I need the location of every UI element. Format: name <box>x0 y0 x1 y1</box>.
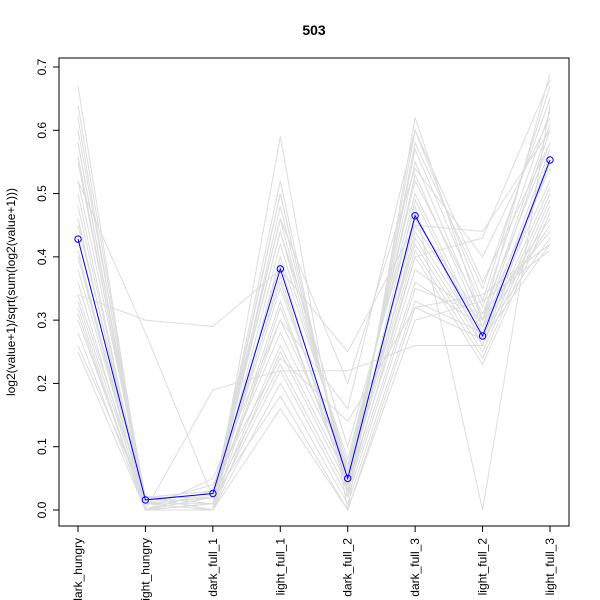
highlight-series-line <box>77 159 551 501</box>
x-tick-label: dark_hungry <box>71 538 85 600</box>
y-tick-label: 0.4 <box>35 248 49 265</box>
highlight-point <box>141 496 150 504</box>
y-tick-label: 0.2 <box>35 375 49 392</box>
highlight-point <box>276 265 284 273</box>
background-series-line <box>77 128 551 511</box>
background-series-line <box>77 243 551 512</box>
background-series-line <box>77 104 551 511</box>
highlight-point <box>344 474 352 483</box>
background-series-line <box>77 117 551 499</box>
background-series-line <box>77 130 551 353</box>
x-tick-label: dark_full_3 <box>408 538 422 597</box>
highlight-point <box>411 212 419 220</box>
background-series-line <box>77 142 551 505</box>
x-tick-label: dark_full_2 <box>341 538 355 597</box>
highlight-point <box>546 156 554 164</box>
background-series-line <box>77 79 551 511</box>
x-tick-label: light_full_2 <box>476 538 490 596</box>
chart-title: 503 <box>302 22 326 38</box>
y-tick-label: 0.3 <box>35 311 49 328</box>
highlight-point <box>74 235 82 243</box>
highlight-point <box>209 489 217 498</box>
y-tick-label: 0.7 <box>35 58 49 75</box>
x-axis: dark_hungry light_hungry dark_full_1 light_… <box>71 525 557 600</box>
background-series-line <box>77 231 551 505</box>
x-tick-label: light_hungry <box>138 538 152 600</box>
y-axis: 0.0 0.1 0.2 0.3 0.4 0.5 0.6 0.7 <box>35 58 60 518</box>
x-tick-label: light_full_1 <box>273 538 287 596</box>
background-series-line <box>77 193 551 512</box>
y-tick-label: 0.6 <box>35 122 49 139</box>
x-tick-label: dark_full_1 <box>206 538 220 597</box>
x-tick-label: light_full_3 <box>543 538 557 596</box>
y-tick-label: 0.1 <box>35 438 49 455</box>
background-series-line <box>77 250 551 512</box>
y-tick-label: 0.5 <box>35 185 49 202</box>
highlight-point <box>478 332 487 340</box>
y-axis-label: log2(value+1)/sqrt(sum(log2(value+1))) <box>4 188 18 396</box>
y-tick-label: 0.0 <box>35 501 49 518</box>
background-series-group <box>77 73 551 512</box>
highlight-series-group <box>74 156 554 504</box>
